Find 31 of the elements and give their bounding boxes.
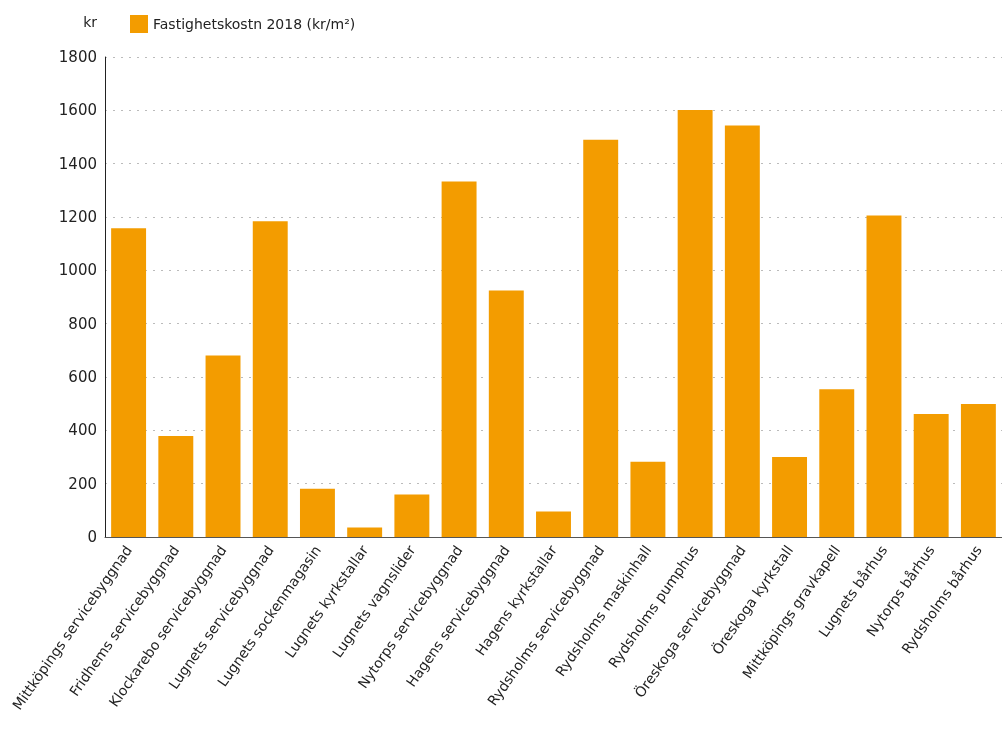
bar [772, 457, 808, 537]
bar [677, 110, 713, 537]
bar [205, 355, 241, 537]
y-tick-label: 1400 [58, 154, 97, 173]
bar [299, 488, 335, 537]
bar [111, 228, 147, 537]
bar [960, 403, 996, 537]
y-tick-label: 1800 [58, 48, 97, 66]
y-tick-label: 1200 [58, 208, 97, 226]
bar [913, 414, 949, 537]
y-tick-label: 600 [68, 368, 97, 386]
bar [724, 125, 760, 537]
bar [630, 461, 666, 537]
bar [488, 290, 524, 537]
y-tick-label: 800 [68, 314, 97, 333]
bar [819, 389, 855, 537]
bar [583, 139, 619, 537]
y-tick-label: 1000 [58, 261, 97, 280]
legend-label: Fastighetskostn 2018 (kr/m²) [153, 16, 356, 32]
bar [252, 221, 288, 537]
y-tick-label: 400 [68, 421, 97, 440]
y-tick-label: 200 [68, 474, 97, 493]
bar [158, 435, 194, 537]
bar [347, 527, 383, 537]
y-tick-label: 0 [87, 528, 97, 546]
y-axis-title: kr [83, 14, 98, 30]
bar [394, 494, 430, 537]
bar [866, 215, 902, 537]
y-tick-label: 1600 [58, 101, 97, 120]
bar [441, 181, 477, 537]
bar [536, 511, 571, 537]
